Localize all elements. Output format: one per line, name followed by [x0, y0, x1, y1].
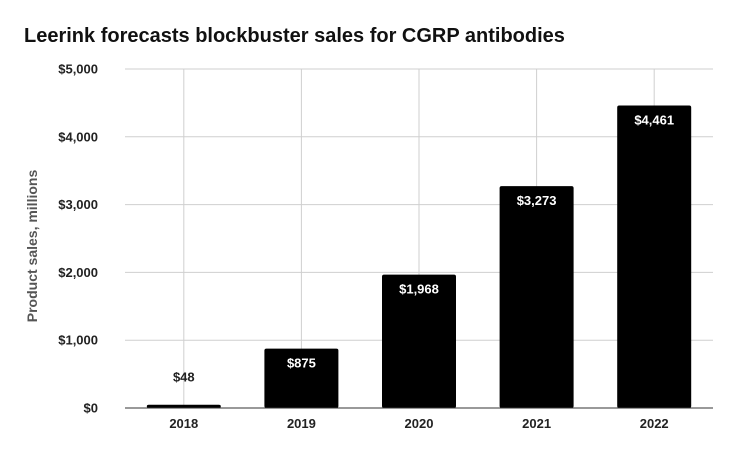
data-label-2022: $4,461 — [634, 113, 674, 128]
y-tick-label: $2,000 — [58, 265, 98, 280]
data-labels: $48 $875 $1,968 $3,273 $4,461 — [173, 113, 674, 385]
x-axis-ticks: 2018 2019 2020 2021 2022 — [169, 416, 668, 431]
bar-2021 — [499, 186, 574, 408]
y-tick-label: $5,000 — [58, 62, 98, 77]
bar-2019 — [264, 348, 339, 408]
data-label-2021: $3,273 — [517, 193, 557, 208]
chart-title: Leerink forecasts blockbuster sales for … — [24, 25, 565, 47]
x-tick-label: 2018 — [169, 416, 198, 431]
y-axis-ticks: $0 $1,000 $2,000 $3,000 $4,000 $5,000 — [58, 62, 98, 416]
y-tick-label: $3,000 — [58, 197, 98, 212]
y-tick-label: $4,000 — [58, 129, 98, 144]
x-tick-label: 2022 — [640, 416, 669, 431]
bar-2018 — [146, 404, 221, 408]
y-axis-label: Product sales, millions — [24, 170, 40, 323]
x-tick-label: 2019 — [287, 416, 316, 431]
data-label-2018: $48 — [173, 370, 195, 385]
data-label-2019: $875 — [287, 356, 316, 371]
y-tick-label: $1,000 — [58, 333, 98, 348]
bar-2022 — [617, 105, 692, 409]
bars — [146, 105, 692, 409]
y-tick-label: $0 — [84, 401, 98, 416]
bar-2020 — [382, 274, 456, 408]
data-label-2020: $1,968 — [399, 282, 439, 297]
x-tick-label: 2021 — [522, 416, 551, 431]
x-tick-label: 2020 — [405, 416, 434, 431]
